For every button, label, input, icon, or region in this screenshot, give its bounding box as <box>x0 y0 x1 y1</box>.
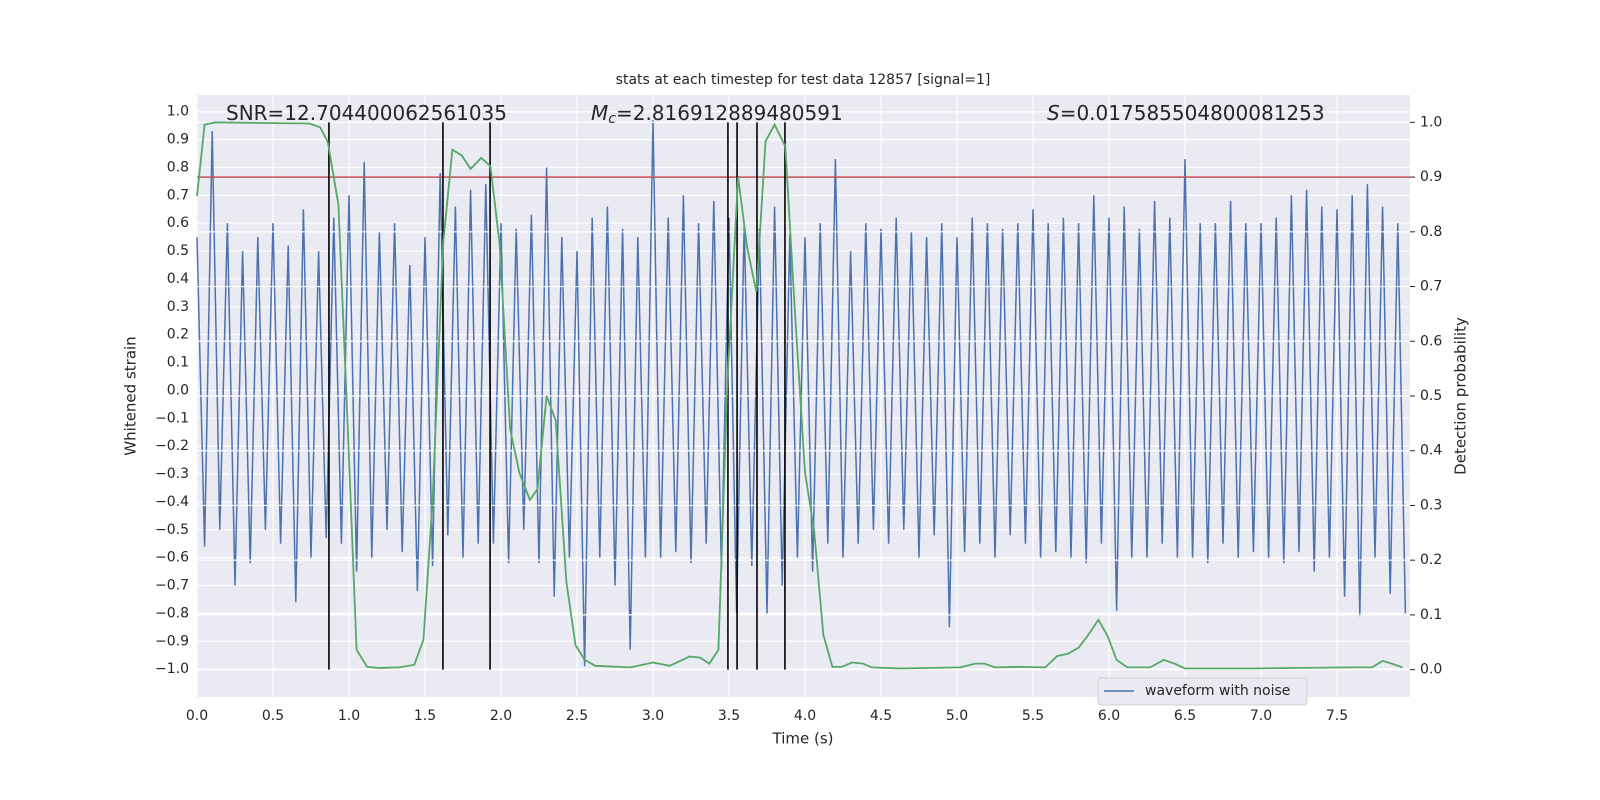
x-tick-label: 5.0 <box>946 708 968 724</box>
x-tick-label: 2.0 <box>490 708 512 724</box>
y-tick-label: −0.2 <box>155 438 189 454</box>
y-tick-label: −0.5 <box>155 522 189 538</box>
y-tick-label: 0.3 <box>167 299 189 315</box>
y-tick-label: −0.6 <box>155 550 189 566</box>
y-tick-label: −0.7 <box>155 578 189 594</box>
y-tick-label: −0.9 <box>155 633 189 649</box>
y2-tick-label: 0.5 <box>1420 388 1442 404</box>
x-tick-label: 2.5 <box>566 708 588 724</box>
y-tick-label: −0.1 <box>155 410 189 426</box>
waveform-line <box>196 120 1407 667</box>
annotation-symbol: S <box>1047 101 1060 125</box>
annotation-text: SNR=12.704400062561035 <box>226 101 507 125</box>
y2-tick-label: 0.1 <box>1420 607 1442 623</box>
x-tick-label: 3.0 <box>642 708 664 724</box>
y2-tick-label: 0.9 <box>1420 169 1442 185</box>
y2-tick-label: 0.8 <box>1420 224 1442 240</box>
legend: waveform with noise <box>1097 677 1308 706</box>
probability-line <box>196 121 1403 670</box>
x-axis-label: Time (s) <box>772 730 834 748</box>
annotation-symbol: M <box>591 101 608 125</box>
y2-tick-label: 0.6 <box>1420 333 1442 349</box>
x-tick-label: 0.5 <box>262 708 284 724</box>
x-tick-label: 4.0 <box>794 708 816 724</box>
y-tick-label: 0.1 <box>167 355 189 371</box>
chart-title: stats at each timestep for test data 128… <box>616 72 991 88</box>
y2-tick-label: 0.7 <box>1420 279 1442 295</box>
y-tick-label: −0.3 <box>155 466 189 482</box>
legend-box <box>1097 677 1308 706</box>
y-tick-label: −0.8 <box>155 605 189 621</box>
y2-tick-label: 0.0 <box>1420 662 1442 678</box>
x-tick-label: 1.0 <box>338 708 360 724</box>
annotation: SNR=12.704400062561035 <box>226 101 507 125</box>
x-tick-label: 5.5 <box>1022 708 1044 724</box>
annotation-text: =2.816912889480591 <box>616 101 843 125</box>
y-tick-label: 0.8 <box>167 159 189 175</box>
x-tick-label: 0.0 <box>186 708 208 724</box>
y-tick-label: −1.0 <box>155 661 189 677</box>
y2-tick-label: 0.2 <box>1420 552 1442 568</box>
x-tick-label: 6.0 <box>1098 708 1120 724</box>
y-tick-label: 0.0 <box>167 382 189 398</box>
annotation: Mc=2.816912889480591 <box>591 101 843 128</box>
y-tick-label: 0.9 <box>167 132 189 148</box>
y2-tick-label: 1.0 <box>1420 114 1442 130</box>
y-tick-label: 0.7 <box>167 187 189 203</box>
x-tick-label: 7.5 <box>1326 708 1348 724</box>
x-tick-label: 6.5 <box>1174 708 1196 724</box>
y-tick-label: 0.5 <box>167 243 189 259</box>
y-tick-label: −0.4 <box>155 494 189 510</box>
annotation-text: =0.017585504800081253 <box>1060 101 1325 125</box>
x-tick-label: 3.5 <box>718 708 740 724</box>
legend-label: waveform with noise <box>1145 683 1290 699</box>
annotation-subscript: c <box>608 111 616 127</box>
y-tick-label: 0.6 <box>167 215 189 231</box>
y-tick-label: 0.2 <box>167 327 189 343</box>
y2-tick-label: 0.3 <box>1420 497 1442 513</box>
y-axis-label: Whitened strain <box>122 336 140 455</box>
x-tick-label: 4.5 <box>870 708 892 724</box>
x-tick-label: 7.0 <box>1250 708 1272 724</box>
y-tick-label: 0.4 <box>167 271 189 287</box>
y2-tick-label: 0.4 <box>1420 443 1442 459</box>
y2-axis-label: Detection probability <box>1452 317 1470 475</box>
annotation: S=0.017585504800081253 <box>1047 101 1325 125</box>
y-tick-label: 1.0 <box>167 104 189 120</box>
x-tick-label: 1.5 <box>414 708 436 724</box>
